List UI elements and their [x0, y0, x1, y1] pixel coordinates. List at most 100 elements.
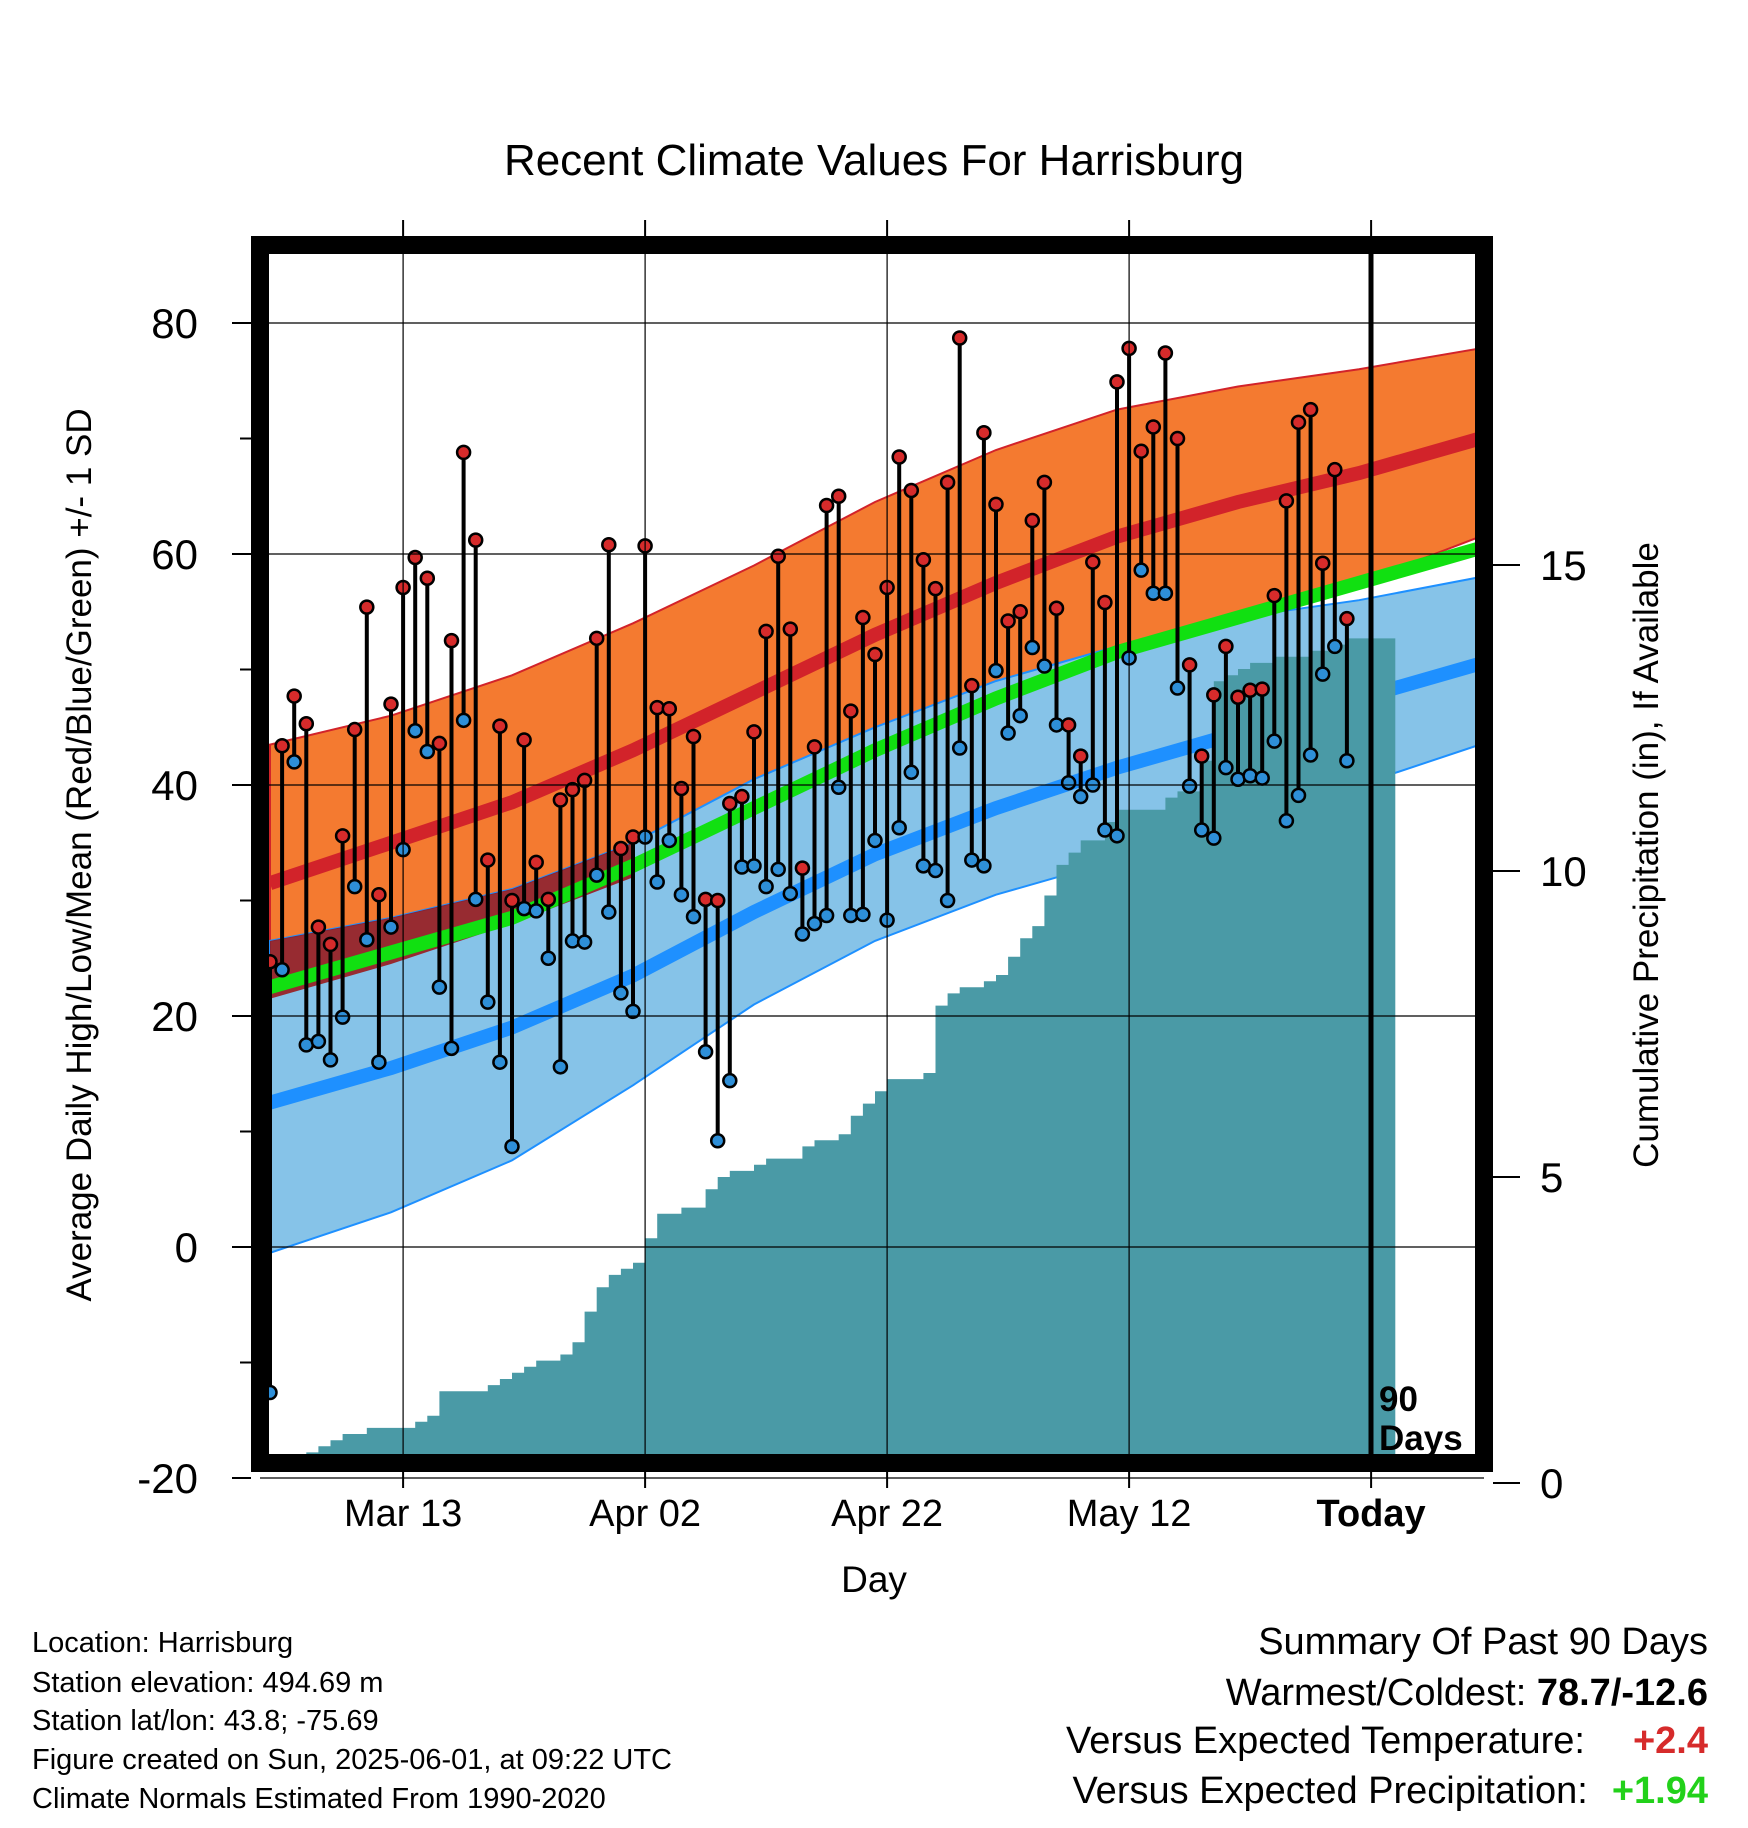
y2-tick-label: 15 [1540, 542, 1587, 589]
summary-warm-cold: Warmest/Coldest: 78.7/-12.6 [1226, 1674, 1708, 1712]
obs-high-point [988, 496, 1004, 513]
obs-low-point [443, 1040, 460, 1057]
obs-low-point [588, 867, 605, 883]
obs-high-point [1145, 419, 1162, 435]
obs-low-point [903, 764, 920, 781]
obs-low-point [1024, 639, 1041, 656]
obs-high-point [1278, 493, 1295, 509]
obs-high-point [528, 854, 544, 871]
obs-high-point [407, 549, 423, 566]
y-axis-label: Average Daily High/Low/Mean (Red/Blue/Gr… [60, 408, 99, 1301]
y2-axis-label: Cumulative Precipitation (in), If Availa… [1627, 542, 1666, 1168]
obs-high-point [310, 919, 327, 935]
obs-high-point [1133, 443, 1149, 459]
obs-high-point [830, 488, 847, 504]
obs-low-point [419, 743, 436, 760]
obs-high-point [722, 795, 738, 812]
obs-high-point [492, 718, 508, 734]
obs-high-point [843, 703, 859, 719]
x-tick-label: May 12 [1067, 1493, 1192, 1535]
obs-low-point [492, 1054, 508, 1070]
axes: -20 0 20 40 60 80 0 5 10 15 Mar 13 Apr 02 Apr 22 May … [137, 220, 1587, 1535]
obs-high-point [419, 570, 436, 587]
obs-low-point [794, 926, 811, 942]
obs-high-point [298, 716, 315, 732]
obs-low-point [359, 932, 375, 948]
obs-high-point [1339, 610, 1355, 627]
obs-high-point [867, 646, 883, 663]
obs-low-point [1206, 830, 1222, 846]
obs-low-point [540, 950, 557, 966]
obs-low-point [455, 712, 472, 729]
summary-heading: Summary Of Past 90 Days [1258, 1623, 1708, 1661]
obs-high-point [685, 728, 702, 745]
obs-low-point [964, 852, 980, 868]
obs-high-point [443, 632, 460, 649]
obs-low-point [1290, 787, 1307, 804]
obs-low-point [818, 907, 835, 924]
obs-low-point [371, 1054, 387, 1070]
obs-low-point [1000, 725, 1016, 741]
obs-high-point [1290, 414, 1307, 431]
obs-high-point [927, 580, 944, 597]
obs-low-point [1169, 680, 1186, 696]
obs-high-point [1206, 687, 1222, 703]
obs-high-point [915, 552, 932, 568]
obs-high-point [1024, 512, 1041, 529]
obs-high-point [431, 735, 448, 752]
marker-label-days: Days [1379, 1419, 1463, 1458]
obs-low-point [758, 878, 774, 895]
obs-high-point [1218, 638, 1234, 655]
obs-high-point [891, 449, 907, 465]
obs-high-point [1169, 430, 1186, 447]
obs-high-point [1109, 374, 1125, 390]
obs-low-point [1218, 759, 1234, 776]
obs-low-point [1109, 828, 1125, 844]
obs-high-point [601, 537, 617, 553]
obs-low-point [286, 754, 302, 770]
obs-high-point [552, 792, 569, 808]
obs-high-point [1085, 554, 1101, 570]
obs-low-point [1242, 768, 1258, 784]
summary-precip: Versus Expected Precipitation: +1.94 [1072, 1772, 1708, 1810]
obs-high-point [951, 330, 968, 346]
obs-high-point [455, 444, 472, 461]
obs-high-point [782, 621, 799, 637]
obs-high-point [939, 474, 956, 491]
obs-low-point [576, 934, 593, 950]
obs-low-point [782, 885, 799, 902]
obs-low-point [976, 858, 992, 874]
y-tick-label: 0 [175, 1224, 198, 1271]
obs-low-point [673, 886, 690, 903]
obs-high-point [274, 737, 290, 754]
obs-high-point [1302, 401, 1319, 418]
obs-high-point [673, 780, 690, 797]
temp-value: +2.4 [1632, 1720, 1708, 1762]
obs-high-point [322, 936, 339, 953]
precip-area [294, 638, 1396, 1463]
obs-low-point [1012, 707, 1028, 724]
obs-low-point [709, 1132, 726, 1149]
obs-high-point [371, 886, 387, 903]
obs-high-point [383, 696, 399, 712]
obs-high-point [1327, 461, 1343, 478]
obs-low-point [1157, 585, 1174, 602]
info-latlon: Station lat/lon: 43.8; -75.69 [32, 1705, 379, 1737]
obs-low-point [334, 1009, 351, 1025]
obs-low-point [1072, 788, 1089, 805]
obs-low-point [855, 906, 871, 923]
obs-low-point [806, 915, 823, 932]
obs-high-point [576, 772, 593, 789]
temp-label: Versus Expected Temperature: [1066, 1720, 1585, 1762]
obs-high-point [758, 623, 774, 640]
obs-low-point [867, 832, 883, 849]
obs-low-point [504, 1138, 520, 1155]
obs-high-point [734, 788, 750, 805]
x-tick-label: Apr 22 [831, 1493, 943, 1535]
obs-high-point [540, 891, 557, 908]
warm-cold-label: Warmest/Coldest: [1225, 1672, 1527, 1714]
y-tick-label: -20 [137, 1455, 198, 1502]
obs-high-point [1060, 717, 1077, 733]
obs-low-point [346, 878, 363, 895]
obs-high-point [1097, 594, 1113, 611]
